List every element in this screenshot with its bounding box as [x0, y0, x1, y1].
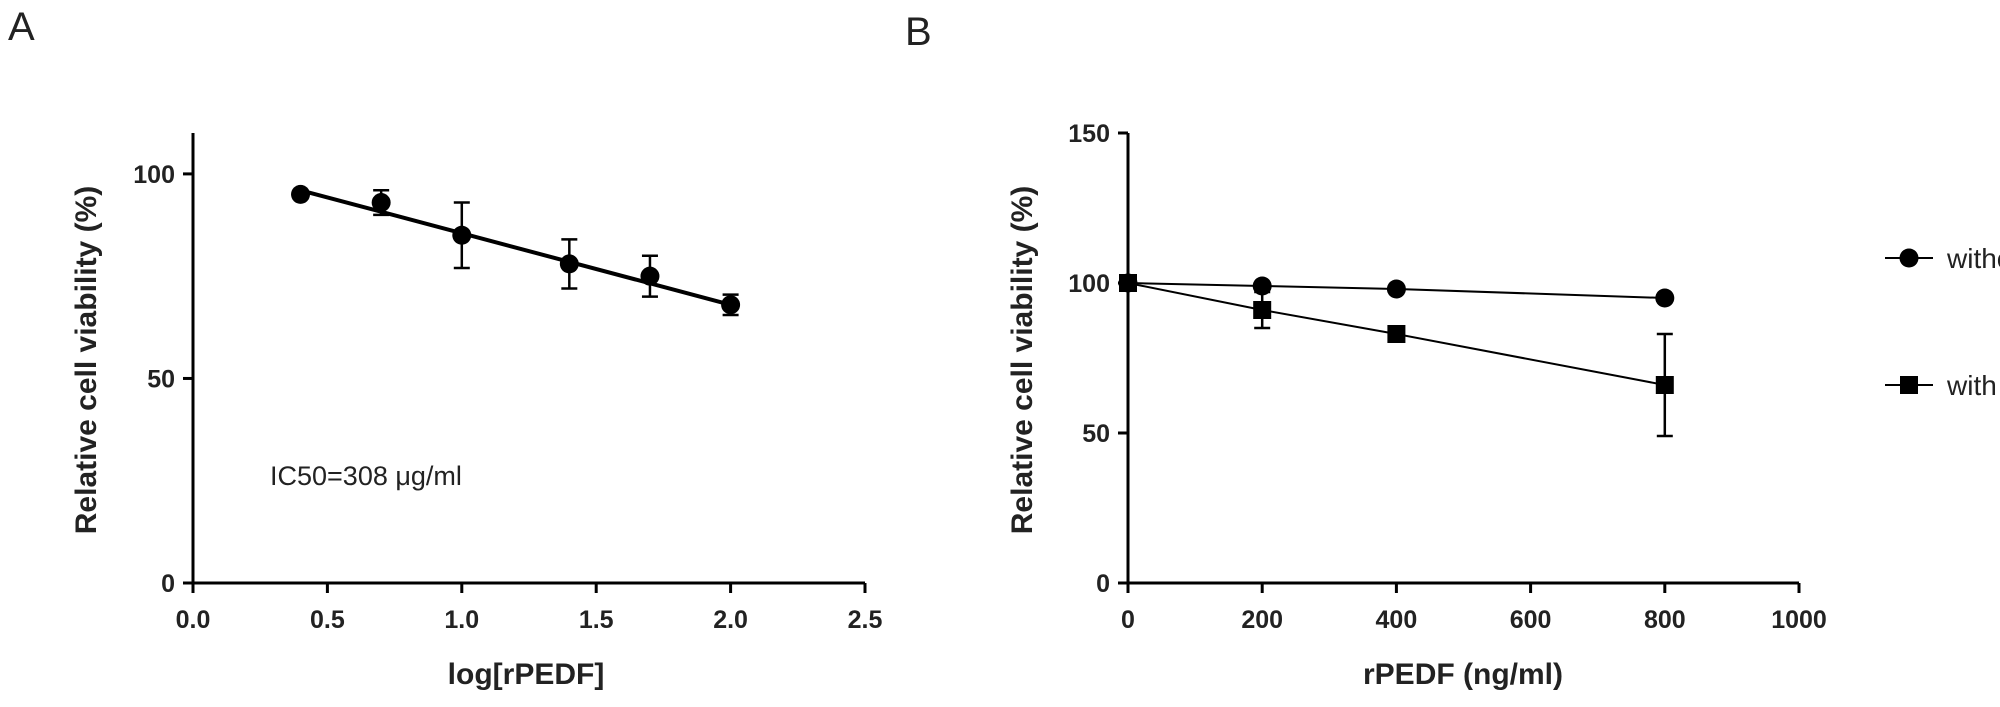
chart-a-y-axis-title: Relative cell viability (%): [70, 186, 103, 534]
chart-b-series-line: [1127, 282, 1665, 299]
chart-a-point-circle: [721, 295, 741, 315]
panel-a-letter: A: [8, 5, 35, 49]
chart-a-point-circle: [371, 193, 391, 213]
chart-b-point-circle: [1386, 279, 1406, 299]
chart-a-x-tick-label: 0.0: [176, 606, 211, 634]
chart-a-point-circle: [559, 254, 579, 274]
chart-b-x-tick-label: 200: [1241, 606, 1283, 634]
chart-b-legend-label: with Ptx: [1946, 370, 2000, 401]
chart-a-ticks: 0.0 0.5 1.0 1.5 2.0 2.5 0 50 100: [133, 161, 882, 634]
chart-b-y-tick-label: 100: [1068, 270, 1110, 298]
chart-a: 0.0 0.5 1.0 1.5 2.0 2.5 0 50 100 log[rPEDF] Rela…: [70, 133, 882, 691]
chart-a-y-tick-label: 0: [161, 570, 175, 598]
chart-b-point-circle: [1655, 288, 1675, 308]
chart-a-point-circle: [452, 225, 472, 245]
chart-a-point-circle: [640, 266, 660, 286]
chart-b-point-square: [1387, 325, 1406, 343]
chart-b-x-tick-label: 0: [1121, 606, 1135, 634]
chart-b-series-line: [1127, 282, 1665, 386]
chart-b-legend-label: without Ptx: [1946, 243, 2000, 274]
chart-b-legend: without Ptx with Ptx: [1885, 243, 2000, 401]
chart-b-x-tick-label: 600: [1510, 606, 1552, 634]
chart-b-x-tick-label: 400: [1376, 606, 1418, 634]
chart-a-x-axis-title: log[rPEDF]: [448, 658, 605, 691]
chart-b: 0 200 400 600 800 1000 0 50 100 150 rPEDF (ng/ml)…: [1006, 120, 2000, 691]
chart-a-y-tick-label: 100: [133, 161, 175, 189]
chart-a-marks: [291, 184, 741, 317]
chart-b-y-tick-label: 50: [1082, 420, 1110, 448]
chart-a-x-tick-label: 2.0: [713, 606, 748, 634]
chart-b-ticks: 0 200 400 600 800 1000 0 50 100 150: [1068, 120, 1827, 634]
panel-b-letter: B: [905, 10, 932, 54]
chart-a-x-tick-label: 1.5: [579, 606, 614, 634]
chart-a-fit-line: [300, 188, 732, 307]
chart-b-legend-circle-marker: [1899, 248, 1919, 268]
chart-b-y-axis-title: Relative cell viability (%): [1006, 186, 1039, 534]
chart-b-point-square: [1655, 376, 1674, 394]
chart-b-y-tick-label: 0: [1096, 570, 1110, 598]
chart-b-point-square: [1253, 301, 1272, 319]
chart-a-x-tick-label: 2.5: [848, 606, 883, 634]
chart-b-marks: [1118, 273, 1675, 438]
chart-a-x-tick-label: 0.5: [310, 606, 345, 634]
chart-b-y-tick-label: 150: [1068, 120, 1110, 148]
chart-b-x-axis-title: rPEDF (ng/ml): [1363, 658, 1563, 691]
chart-a-ic50-annotation: IC50=308 μg/ml: [270, 461, 462, 491]
chart-b-x-tick-label: 1000: [1771, 606, 1827, 634]
chart-b-point-square: [1119, 274, 1137, 292]
chart-b-legend-square-marker: [1900, 376, 1918, 394]
chart-a-point-circle: [291, 184, 311, 204]
chart-b-x-tick-label: 800: [1644, 606, 1686, 634]
chart-a-y-tick-label: 50: [147, 365, 175, 393]
chart-a-x-tick-label: 1.0: [444, 606, 479, 634]
